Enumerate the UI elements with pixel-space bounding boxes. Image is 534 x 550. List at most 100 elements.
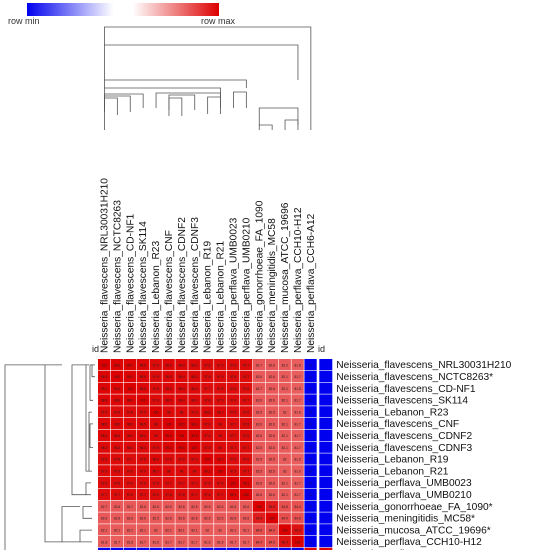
id-annotation-cell: [319, 465, 333, 477]
heatmap-cell: [291, 394, 304, 406]
cell-value-label: 98.4: [140, 434, 146, 438]
heatmap-cell: [149, 547, 162, 550]
cell-value-label: 99.3: [191, 422, 197, 426]
cell-value-label: 97.8: [153, 387, 159, 391]
cell-value-label: 82.1: [140, 529, 146, 533]
heatmap-cell: [149, 418, 162, 430]
cell-value-label: 82.6: [256, 422, 262, 426]
heatmap-cell: [110, 394, 124, 406]
heatmap-cell: [201, 512, 214, 524]
heatmap-cell: [98, 524, 111, 536]
cell-value-label: 97.6: [140, 481, 146, 485]
heatmap-cell: [175, 512, 188, 524]
column-label: Neisseria_perflava_UMB0210: [241, 217, 252, 353]
heatmap-cell: [278, 512, 291, 524]
heatmap-cell: [188, 418, 201, 430]
cell-value-label: 0: [310, 387, 312, 391]
heatmap-cell: [227, 429, 240, 441]
cell-value-label: 82.6: [140, 505, 146, 509]
heatmap-cell: [98, 500, 111, 512]
cell-value-label: 84.4: [256, 540, 262, 544]
cell-value-label: 82.6: [269, 493, 275, 497]
heatmap-cell: [149, 394, 162, 406]
id-annotation-cell: [319, 512, 333, 524]
cell-value-label: 98.5: [166, 399, 172, 403]
cell-value-label: 98.4: [178, 363, 184, 367]
cell-value-label: 98.3: [114, 446, 120, 450]
heatmap-cell: [188, 536, 201, 548]
heatmap-cell: [162, 453, 175, 465]
cell-value-label: 82.5: [256, 458, 262, 462]
heatmap-cell: [175, 441, 188, 453]
cell-value-label: 82.6: [256, 434, 262, 438]
cell-value-label: 98.5: [114, 422, 120, 426]
heatmap-cell: [239, 429, 253, 441]
column-label: Neisseria_perflava_UMB0023: [228, 217, 239, 353]
cell-value-label: 82: [283, 411, 287, 415]
cell-value-label: 100: [140, 399, 146, 403]
cell-value-label: 97.6: [127, 481, 133, 485]
column-dendrogram-branch: [258, 124, 273, 130]
cell-value-label: 82.5: [269, 458, 275, 462]
heatmap-cell: [239, 500, 253, 512]
heatmap-cell: [252, 406, 266, 418]
heatmap-cell: [291, 429, 304, 441]
heatmap-cell: [201, 406, 214, 418]
heatmap-cell: [110, 359, 124, 371]
heatmap-cell: [98, 547, 111, 550]
row-label: Neisseria_flavescens_CDNF3: [336, 443, 472, 454]
heatmap-cell: [252, 429, 266, 441]
heatmap-cell: [252, 547, 266, 550]
heatmap-cell: [110, 512, 124, 524]
cell-value-label: 97.8: [178, 493, 184, 497]
cell-value-label: 97.9: [204, 434, 210, 438]
cell-value-label: 0: [310, 411, 312, 415]
heatmap-cell: [175, 453, 188, 465]
cell-value-label: 81.7: [295, 434, 301, 438]
id-annotation-cell: [319, 500, 333, 512]
cell-value-label: 98.4: [178, 399, 184, 403]
row-dendrogram-branch: [85, 482, 91, 496]
heatmap-cell: [98, 512, 111, 524]
cell-value-label: 82.7: [101, 505, 107, 509]
heatmap-cell: [214, 488, 227, 500]
heatmap-cell: [162, 524, 175, 536]
cell-value-label: 97.9: [153, 375, 159, 379]
cell-value-label: 84.4: [295, 505, 301, 509]
cell-value-label: 84.9: [282, 517, 288, 521]
heatmap-cell: [278, 453, 291, 465]
heatmap-cell: [136, 547, 149, 550]
heatmap-cells: 100 99.3 99.1 98.8 97.9 98.5 98.4 98.3 97.8 97.9 9…: [98, 359, 317, 550]
heatmap-cell: [201, 536, 214, 548]
heatmap-cell: [214, 382, 227, 394]
cell-value-label: 82.1: [230, 529, 236, 533]
heatmap-cell: [291, 359, 304, 371]
heatmap-cell: [110, 465, 124, 477]
cell-value-label: 100: [192, 446, 198, 450]
heatmap-cell: [110, 536, 124, 548]
heatmap-cell: [136, 500, 149, 512]
cell-value-label: 81.7: [166, 540, 172, 544]
column-labels: Neisseria_flavescens_NRL30031H210 Neisser…: [99, 178, 316, 353]
heatmap-cell: [304, 524, 317, 536]
heatmap-cell: [201, 500, 214, 512]
column-dendrogram-branch: [104, 45, 312, 130]
id-annotation-cell: [319, 394, 333, 406]
cell-value-label: 82.7: [127, 505, 133, 509]
cell-value-label: 0: [310, 399, 312, 403]
heatmap-cell: [136, 382, 149, 394]
cell-value-label: 98.5: [101, 422, 107, 426]
cell-value-label: 84.8: [282, 505, 288, 509]
heatmap-cell: [239, 406, 253, 418]
cell-value-label: 82.5: [217, 517, 223, 521]
heatmap-cell: [123, 512, 137, 524]
cell-value-label: 82.6: [256, 481, 262, 485]
row-label: Neisseria_perflava_UMB0210: [336, 490, 472, 501]
cell-value-label: 82.6: [256, 399, 262, 403]
cell-value-label: 82.1: [282, 422, 288, 426]
id-annotation-cell: [319, 441, 333, 453]
heatmap-cell: [227, 359, 240, 371]
cell-value-label: 82.6: [230, 505, 236, 509]
cell-value-label: 82.7: [256, 363, 262, 367]
heatmap-cell: [304, 536, 317, 548]
